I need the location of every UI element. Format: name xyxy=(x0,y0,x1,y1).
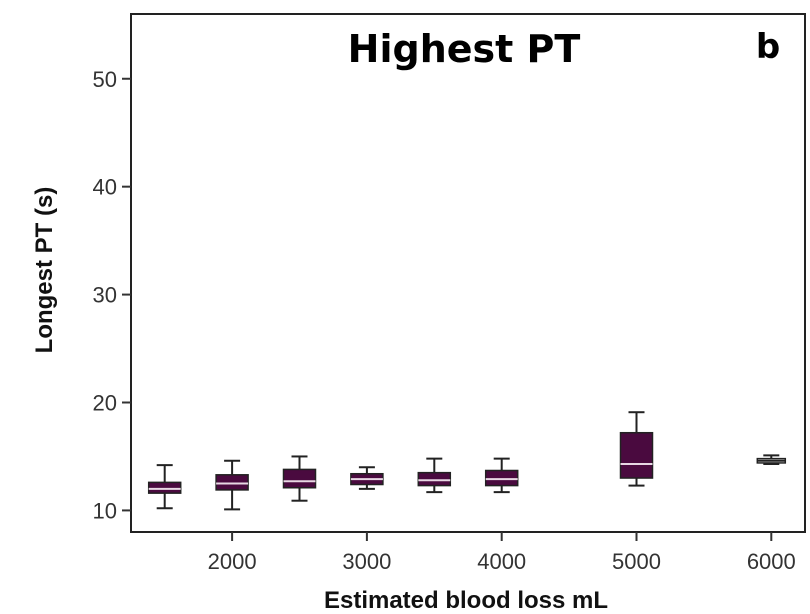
box-iqr xyxy=(215,474,249,491)
box-iqr xyxy=(282,468,317,489)
panel-label: b xyxy=(756,27,780,67)
plot-border xyxy=(130,13,806,533)
chart-title: Highest PT xyxy=(348,27,581,71)
box-group xyxy=(350,466,384,490)
box-iqr xyxy=(417,471,452,487)
x-axis-title: Estimated blood loss mL xyxy=(324,587,608,614)
box-iqr xyxy=(147,481,182,494)
box-group xyxy=(215,459,249,511)
y-tick-label: 20 xyxy=(93,391,117,416)
box-iqr xyxy=(484,469,519,487)
y-tick-label: 50 xyxy=(93,67,117,92)
y-axis-title: Longest PT (s) xyxy=(31,187,58,354)
box-group xyxy=(282,455,317,502)
x-tick-label: 3000 xyxy=(342,549,391,574)
box-iqr xyxy=(619,431,654,479)
x-tick-label: 6000 xyxy=(747,549,796,574)
box-group xyxy=(756,454,787,466)
x-tick-label: 4000 xyxy=(477,549,526,574)
box-group xyxy=(619,411,654,487)
box-group xyxy=(484,457,519,494)
box-group xyxy=(417,457,452,494)
x-tick-label: 5000 xyxy=(612,549,661,574)
box-group xyxy=(147,464,182,510)
x-tick-label: 2000 xyxy=(208,549,257,574)
y-tick-label: 30 xyxy=(93,283,117,308)
y-tick-label: 40 xyxy=(93,175,117,200)
y-tick-label: 10 xyxy=(93,498,117,523)
plot-area: 10 20 30 40 50 2000 3000 4000 5000 6000 xyxy=(93,13,806,574)
